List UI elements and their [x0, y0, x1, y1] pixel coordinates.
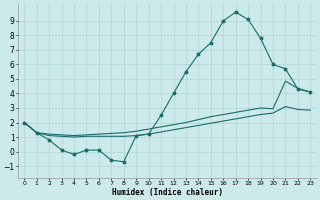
X-axis label: Humidex (Indice chaleur): Humidex (Indice chaleur)	[112, 188, 223, 197]
